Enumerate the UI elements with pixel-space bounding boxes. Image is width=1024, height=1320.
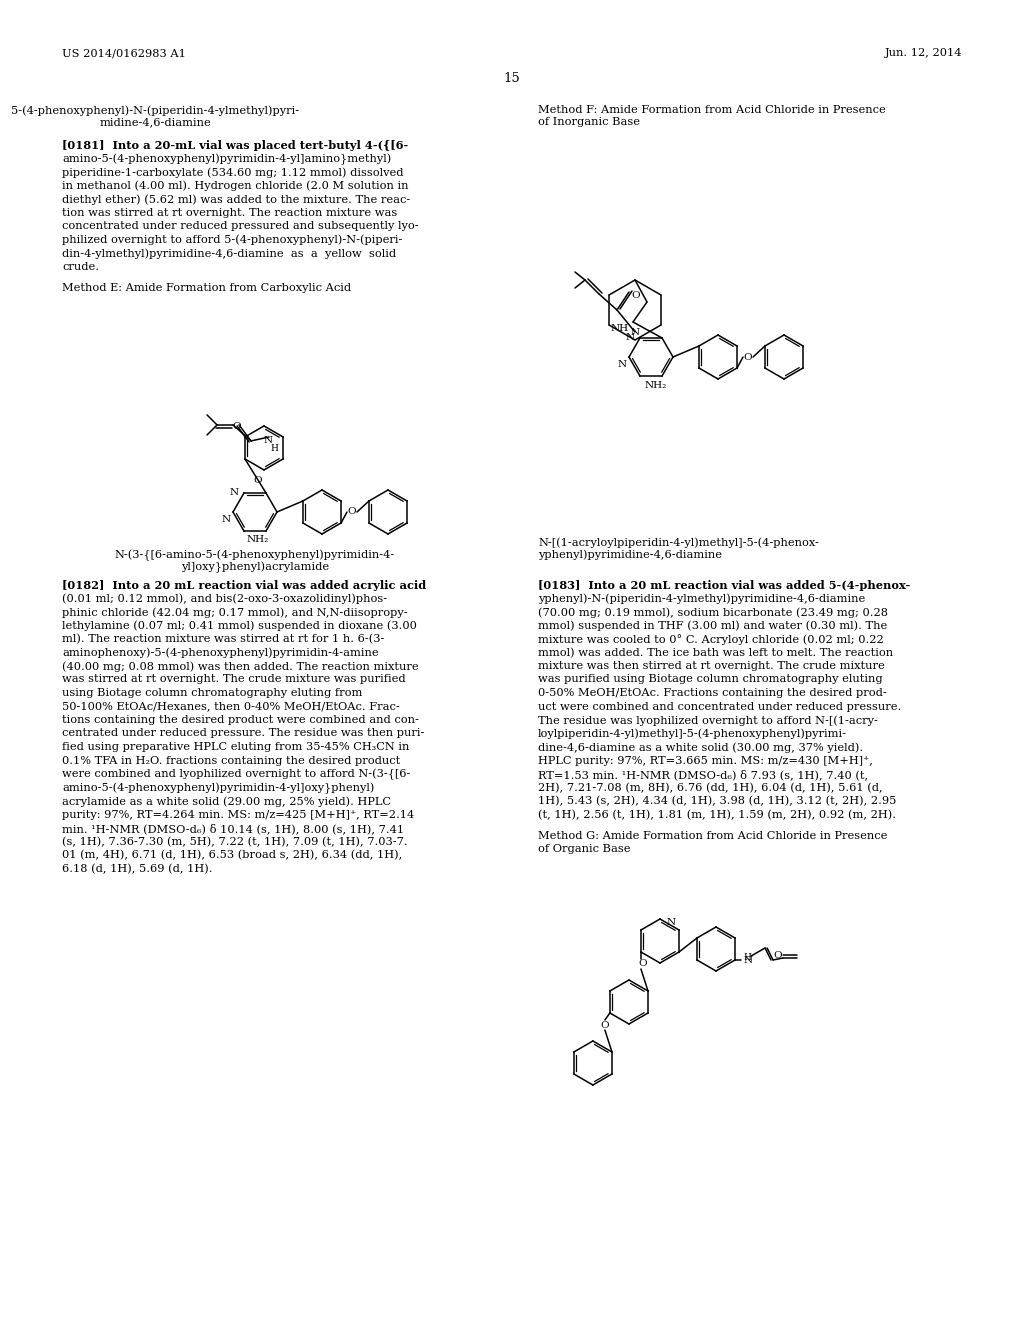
- Text: mmol) suspended in THF (3.00 ml) and water (0.30 ml). The: mmol) suspended in THF (3.00 ml) and wat…: [538, 620, 887, 631]
- Text: US 2014/0162983 A1: US 2014/0162983 A1: [62, 48, 186, 58]
- Text: The residue was lyophilized overnight to afford N-[(1-acry-: The residue was lyophilized overnight to…: [538, 715, 878, 726]
- Text: was purified using Biotage column chromatography eluting: was purified using Biotage column chroma…: [538, 675, 883, 685]
- Text: fied using preparative HPLC eluting from 35-45% CH₃CN in: fied using preparative HPLC eluting from…: [62, 742, 410, 752]
- Text: N: N: [626, 334, 635, 342]
- Text: (s, 1H), 7.36-7.30 (m, 5H), 7.22 (t, 1H), 7.09 (t, 1H), 7.03-7.: (s, 1H), 7.36-7.30 (m, 5H), 7.22 (t, 1H)…: [62, 837, 408, 847]
- Text: O: O: [254, 477, 262, 486]
- Text: was stirred at rt overnight. The crude mixture was purified: was stirred at rt overnight. The crude m…: [62, 675, 406, 685]
- Text: min. ¹H-NMR (DMSO-d₆) δ 10.14 (s, 1H), 8.00 (s, 1H), 7.41: min. ¹H-NMR (DMSO-d₆) δ 10.14 (s, 1H), 8…: [62, 822, 404, 834]
- Text: amino-5-(4-phenoxyphenyl)pyrimidin-4-yl]amino}methyl): amino-5-(4-phenoxyphenyl)pyrimidin-4-yl]…: [62, 153, 391, 165]
- Text: N: N: [229, 488, 239, 498]
- Text: philized overnight to afford 5-(4-phenoxyphenyl)-N-(piperi-: philized overnight to afford 5-(4-phenox…: [62, 235, 402, 246]
- Text: mmol) was added. The ice bath was left to melt. The reaction: mmol) was added. The ice bath was left t…: [538, 648, 893, 657]
- Text: yphenyl)-N-(piperidin-4-ylmethyl)pyrimidine-4,6-diamine: yphenyl)-N-(piperidin-4-ylmethyl)pyrimid…: [538, 594, 865, 605]
- Text: N: N: [743, 956, 753, 965]
- Text: lethylamine (0.07 ml; 0.41 mmol) suspended in dioxane (3.00: lethylamine (0.07 ml; 0.41 mmol) suspend…: [62, 620, 417, 631]
- Text: yl]oxy}phenyl)acrylamide: yl]oxy}phenyl)acrylamide: [181, 562, 329, 573]
- Text: [0182]  Into a 20 mL reaction vial was added acrylic acid: [0182] Into a 20 mL reaction vial was ad…: [62, 579, 426, 591]
- Text: ml). The reaction mixture was stirred at rt for 1 h. 6-(3-: ml). The reaction mixture was stirred at…: [62, 634, 384, 644]
- Text: uct were combined and concentrated under reduced pressure.: uct were combined and concentrated under…: [538, 701, 901, 711]
- Text: (t, 1H), 2.56 (t, 1H), 1.81 (m, 1H), 1.59 (m, 2H), 0.92 (m, 2H).: (t, 1H), 2.56 (t, 1H), 1.81 (m, 1H), 1.5…: [538, 809, 896, 820]
- Text: [0183]  Into a 20 mL reaction vial was added 5-(4-phenox-: [0183] Into a 20 mL reaction vial was ad…: [538, 579, 910, 591]
- Text: [0181]  Into a 20-mL vial was placed tert-butyl 4-({[6-: [0181] Into a 20-mL vial was placed tert…: [62, 140, 409, 150]
- Text: aminophenoxy)-5-(4-phenoxyphenyl)pyrimidin-4-amine: aminophenoxy)-5-(4-phenoxyphenyl)pyrimid…: [62, 648, 379, 659]
- Text: 5-(4-phenoxyphenyl)-N-(piperidin-4-ylmethyl)pyri-: 5-(4-phenoxyphenyl)-N-(piperidin-4-ylmet…: [11, 106, 299, 116]
- Text: (0.01 ml; 0.12 mmol), and bis(2-oxo-3-oxazolidinyl)phos-: (0.01 ml; 0.12 mmol), and bis(2-oxo-3-ox…: [62, 594, 387, 605]
- Text: 50-100% EtOAc/Hexanes, then 0-40% MeOH/EtOAc. Frac-: 50-100% EtOAc/Hexanes, then 0-40% MeOH/E…: [62, 701, 399, 711]
- Text: O: O: [232, 422, 242, 432]
- Text: mixture was cooled to 0° C. Acryloyl chloride (0.02 ml; 0.22: mixture was cooled to 0° C. Acryloyl chl…: [538, 634, 884, 645]
- Text: NH₂: NH₂: [645, 381, 668, 389]
- Text: dine-4,6-diamine as a white solid (30.00 mg, 37% yield).: dine-4,6-diamine as a white solid (30.00…: [538, 742, 863, 752]
- Text: O: O: [631, 292, 640, 301]
- Text: O: O: [348, 507, 356, 516]
- Text: tions containing the desired product were combined and con-: tions containing the desired product wer…: [62, 715, 419, 725]
- Text: acrylamide as a white solid (29.00 mg, 25% yield). HPLC: acrylamide as a white solid (29.00 mg, 2…: [62, 796, 391, 807]
- Text: HPLC purity: 97%, RT=3.665 min. MS: m/z=430 [M+H]⁺,: HPLC purity: 97%, RT=3.665 min. MS: m/z=…: [538, 755, 872, 766]
- Text: tion was stirred at rt overnight. The reaction mixture was: tion was stirred at rt overnight. The re…: [62, 207, 397, 218]
- Text: 1H), 5.43 (s, 2H), 4.34 (d, 1H), 3.98 (d, 1H), 3.12 (t, 2H), 2.95: 1H), 5.43 (s, 2H), 4.34 (d, 1H), 3.98 (d…: [538, 796, 896, 807]
- Text: (40.00 mg; 0.08 mmol) was then added. The reaction mixture: (40.00 mg; 0.08 mmol) was then added. Th…: [62, 661, 419, 672]
- Text: O: O: [639, 960, 647, 969]
- Text: midine-4,6-diamine: midine-4,6-diamine: [99, 117, 211, 127]
- Text: loylpiperidin-4-yl)methyl]-5-(4-phenoxyphenyl)pyrimi-: loylpiperidin-4-yl)methyl]-5-(4-phenoxyp…: [538, 729, 847, 739]
- Text: N-[(1-acryloylpiperidin-4-yl)methyl]-5-(4-phenox-: N-[(1-acryloylpiperidin-4-yl)methyl]-5-(…: [538, 537, 819, 548]
- Text: crude.: crude.: [62, 261, 99, 272]
- Text: of Organic Base: of Organic Base: [538, 845, 631, 854]
- Text: din-4-ylmethyl)pyrimidine-4,6-diamine  as  a  yellow  solid: din-4-ylmethyl)pyrimidine-4,6-diamine as…: [62, 248, 396, 259]
- Text: (70.00 mg; 0.19 mmol), sodium bicarbonate (23.49 mg; 0.28: (70.00 mg; 0.19 mmol), sodium bicarbonat…: [538, 607, 888, 618]
- Text: N: N: [222, 515, 231, 524]
- Text: N-(3-{[6-amino-5-(4-phenoxyphenyl)pyrimidin-4-: N-(3-{[6-amino-5-(4-phenoxyphenyl)pyrimi…: [115, 550, 395, 561]
- Text: 0.1% TFA in H₂O. fractions containing the desired product: 0.1% TFA in H₂O. fractions containing th…: [62, 755, 400, 766]
- Text: O: O: [601, 1020, 609, 1030]
- Text: NH₂: NH₂: [247, 535, 269, 544]
- Text: of Inorganic Base: of Inorganic Base: [538, 117, 640, 127]
- Text: N: N: [617, 360, 627, 370]
- Text: diethyl ether) (5.62 ml) was added to the mixture. The reac-: diethyl ether) (5.62 ml) was added to th…: [62, 194, 411, 205]
- Text: N: N: [631, 327, 640, 337]
- Text: purity: 97%, RT=4.264 min. MS: m/z=425 [M+H]⁺, RT=2.14: purity: 97%, RT=4.264 min. MS: m/z=425 […: [62, 809, 415, 820]
- Text: NH: NH: [611, 323, 629, 333]
- Text: N: N: [264, 437, 273, 445]
- Text: amino-5-(4-phenoxyphenyl)pyrimidin-4-yl]oxy}phenyl): amino-5-(4-phenoxyphenyl)pyrimidin-4-yl]…: [62, 783, 375, 793]
- Text: O: O: [773, 952, 781, 961]
- Text: N: N: [667, 917, 676, 927]
- Text: O: O: [743, 352, 753, 362]
- Text: mixture was then stirred at rt overnight. The crude mixture: mixture was then stirred at rt overnight…: [538, 661, 885, 671]
- Text: using Biotage column chromatography eluting from: using Biotage column chromatography elut…: [62, 688, 362, 698]
- Text: yphenyl)pyrimidine-4,6-diamine: yphenyl)pyrimidine-4,6-diamine: [538, 549, 722, 560]
- Text: H: H: [743, 953, 751, 962]
- Text: Method G: Amide Formation from Acid Chloride in Presence: Method G: Amide Formation from Acid Chlo…: [538, 832, 888, 841]
- Text: RT=1.53 min. ¹H-NMR (DMSO-d₆) δ 7.93 (s, 1H), 7.40 (t,: RT=1.53 min. ¹H-NMR (DMSO-d₆) δ 7.93 (s,…: [538, 770, 868, 780]
- Text: 2H), 7.21-7.08 (m, 8H), 6.76 (dd, 1H), 6.04 (d, 1H), 5.61 (d,: 2H), 7.21-7.08 (m, 8H), 6.76 (dd, 1H), 6…: [538, 783, 883, 793]
- Text: Method E: Amide Formation from Carboxylic Acid: Method E: Amide Formation from Carboxyli…: [62, 282, 351, 293]
- Text: phinic chloride (42.04 mg; 0.17 mmol), and N,N-diisopropy-: phinic chloride (42.04 mg; 0.17 mmol), a…: [62, 607, 408, 618]
- Text: centrated under reduced pressure. The residue was then puri-: centrated under reduced pressure. The re…: [62, 729, 424, 738]
- Text: 15: 15: [504, 73, 520, 84]
- Text: 01 (m, 4H), 6.71 (d, 1H), 6.53 (broad s, 2H), 6.34 (dd, 1H),: 01 (m, 4H), 6.71 (d, 1H), 6.53 (broad s,…: [62, 850, 402, 861]
- Text: Jun. 12, 2014: Jun. 12, 2014: [885, 48, 962, 58]
- Text: Method F: Amide Formation from Acid Chloride in Presence: Method F: Amide Formation from Acid Chlo…: [538, 106, 886, 115]
- Text: were combined and lyophilized overnight to afford N-(3-{[6-: were combined and lyophilized overnight …: [62, 770, 411, 780]
- Text: 6.18 (d, 1H), 5.69 (d, 1H).: 6.18 (d, 1H), 5.69 (d, 1H).: [62, 863, 213, 874]
- Text: 0-50% MeOH/EtOAc. Fractions containing the desired prod-: 0-50% MeOH/EtOAc. Fractions containing t…: [538, 688, 887, 698]
- Text: H: H: [270, 445, 279, 454]
- Text: concentrated under reduced pressured and subsequently lyo-: concentrated under reduced pressured and…: [62, 220, 419, 231]
- Text: piperidine-1-carboxylate (534.60 mg; 1.12 mmol) dissolved: piperidine-1-carboxylate (534.60 mg; 1.1…: [62, 168, 403, 178]
- Text: in methanol (4.00 ml). Hydrogen chloride (2.0 M solution in: in methanol (4.00 ml). Hydrogen chloride…: [62, 181, 409, 191]
